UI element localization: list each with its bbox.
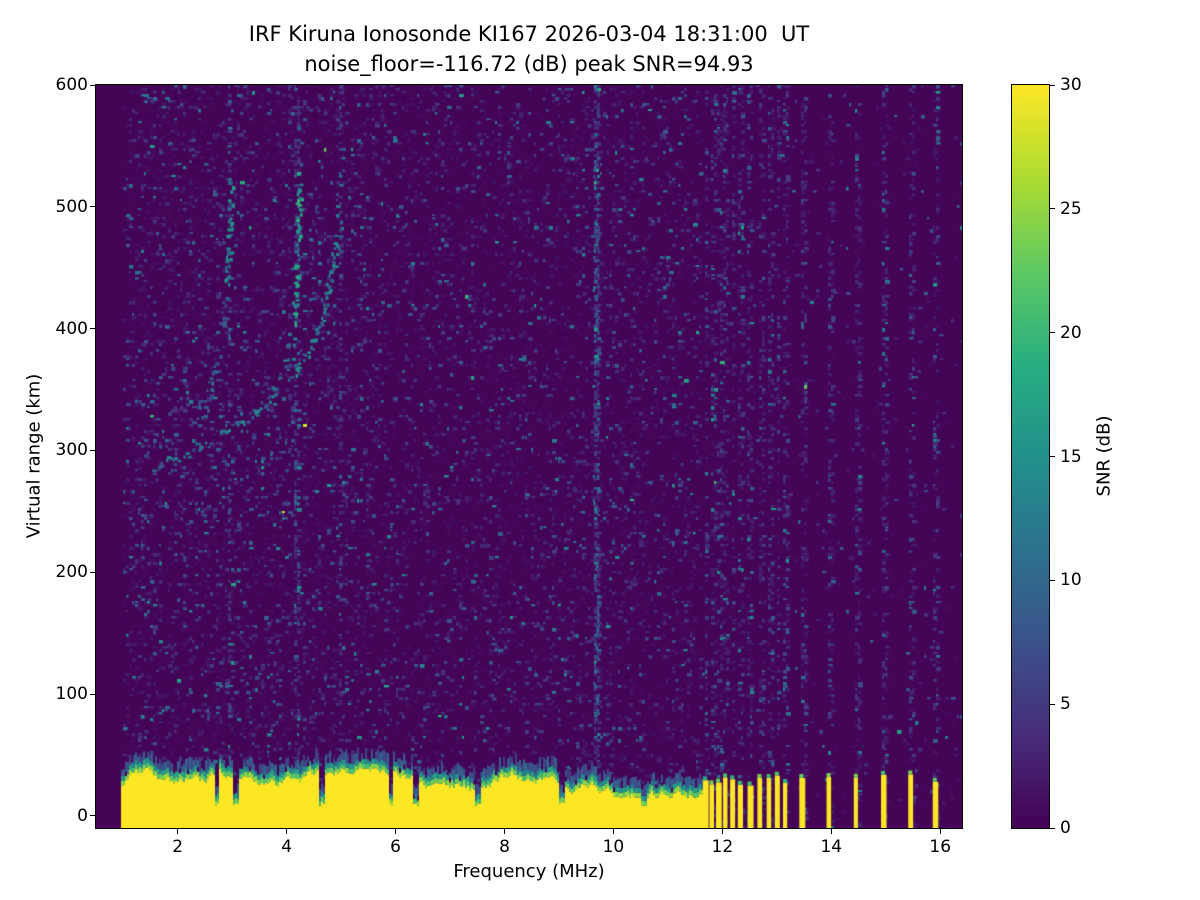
y-tick-label: 600: [55, 75, 88, 95]
y-tick-mark: [90, 571, 96, 573]
colorbar-tick-mark: [1049, 332, 1055, 334]
y-tick-mark: [90, 449, 96, 451]
x-tick-mark: [830, 828, 832, 834]
x-tick-label: 2: [172, 837, 184, 857]
x-tick-label: 8: [499, 837, 510, 857]
x-tick-label: 14: [820, 837, 843, 857]
colorbar-tick-label: 10: [1060, 570, 1082, 591]
y-tick-label: 500: [55, 196, 88, 217]
colorbar-tick-label: 5: [1060, 694, 1071, 715]
colorbar-tick-label: 20: [1060, 322, 1082, 343]
x-tick-mark: [286, 828, 288, 834]
x-tick-label: 16: [929, 837, 952, 857]
plot-area: [95, 84, 963, 829]
colorbar-tick-label: 25: [1060, 198, 1082, 219]
y-tick-label: 100: [55, 684, 88, 705]
x-tick-label: 12: [711, 837, 734, 857]
y-tick-mark: [90, 815, 96, 817]
colorbar-tick-label: 0: [1060, 818, 1071, 838]
figure-title-line1: IRF Kiruna Ionosonde KI167 2026-03-04 18…: [248, 22, 810, 46]
y-tick-label: 300: [55, 440, 88, 461]
colorbar-tick-mark: [1049, 827, 1055, 829]
colorbar-tick-label: 15: [1060, 446, 1082, 467]
colorbar-tick-mark: [1049, 84, 1055, 86]
x-tick-label: 6: [390, 837, 401, 857]
x-tick-label: 10: [602, 837, 625, 857]
colorbar-tick-mark: [1049, 208, 1055, 210]
ionogram-heatmap: [96, 85, 962, 828]
x-tick-mark: [503, 828, 505, 834]
colorbar: [1011, 84, 1050, 829]
colorbar-tick-mark: [1049, 703, 1055, 705]
y-tick-label: 0: [77, 805, 88, 826]
x-tick-mark: [612, 828, 614, 834]
y-tick-mark: [90, 693, 96, 695]
x-tick-mark: [395, 828, 397, 834]
x-tick-mark: [177, 828, 179, 834]
y-tick-mark: [90, 206, 96, 208]
x-tick-mark: [721, 828, 723, 834]
y-tick-mark: [90, 328, 96, 330]
y-tick-label: 400: [55, 318, 88, 339]
y-tick-mark: [90, 84, 96, 86]
x-tick-mark: [939, 828, 941, 834]
colorbar-tick-label: 30: [1060, 75, 1082, 95]
colorbar-gradient: [1012, 85, 1049, 828]
figure-title-line2: noise_floor=-116.72 (dB) peak SNR=94.93: [304, 52, 754, 76]
colorbar-tick-mark: [1049, 456, 1055, 457]
y-tick-label: 200: [55, 562, 88, 583]
x-tick-label: 4: [281, 837, 293, 857]
colorbar-tick-mark: [1049, 579, 1055, 581]
x-axis-label: Frequency (MHz): [453, 861, 605, 882]
